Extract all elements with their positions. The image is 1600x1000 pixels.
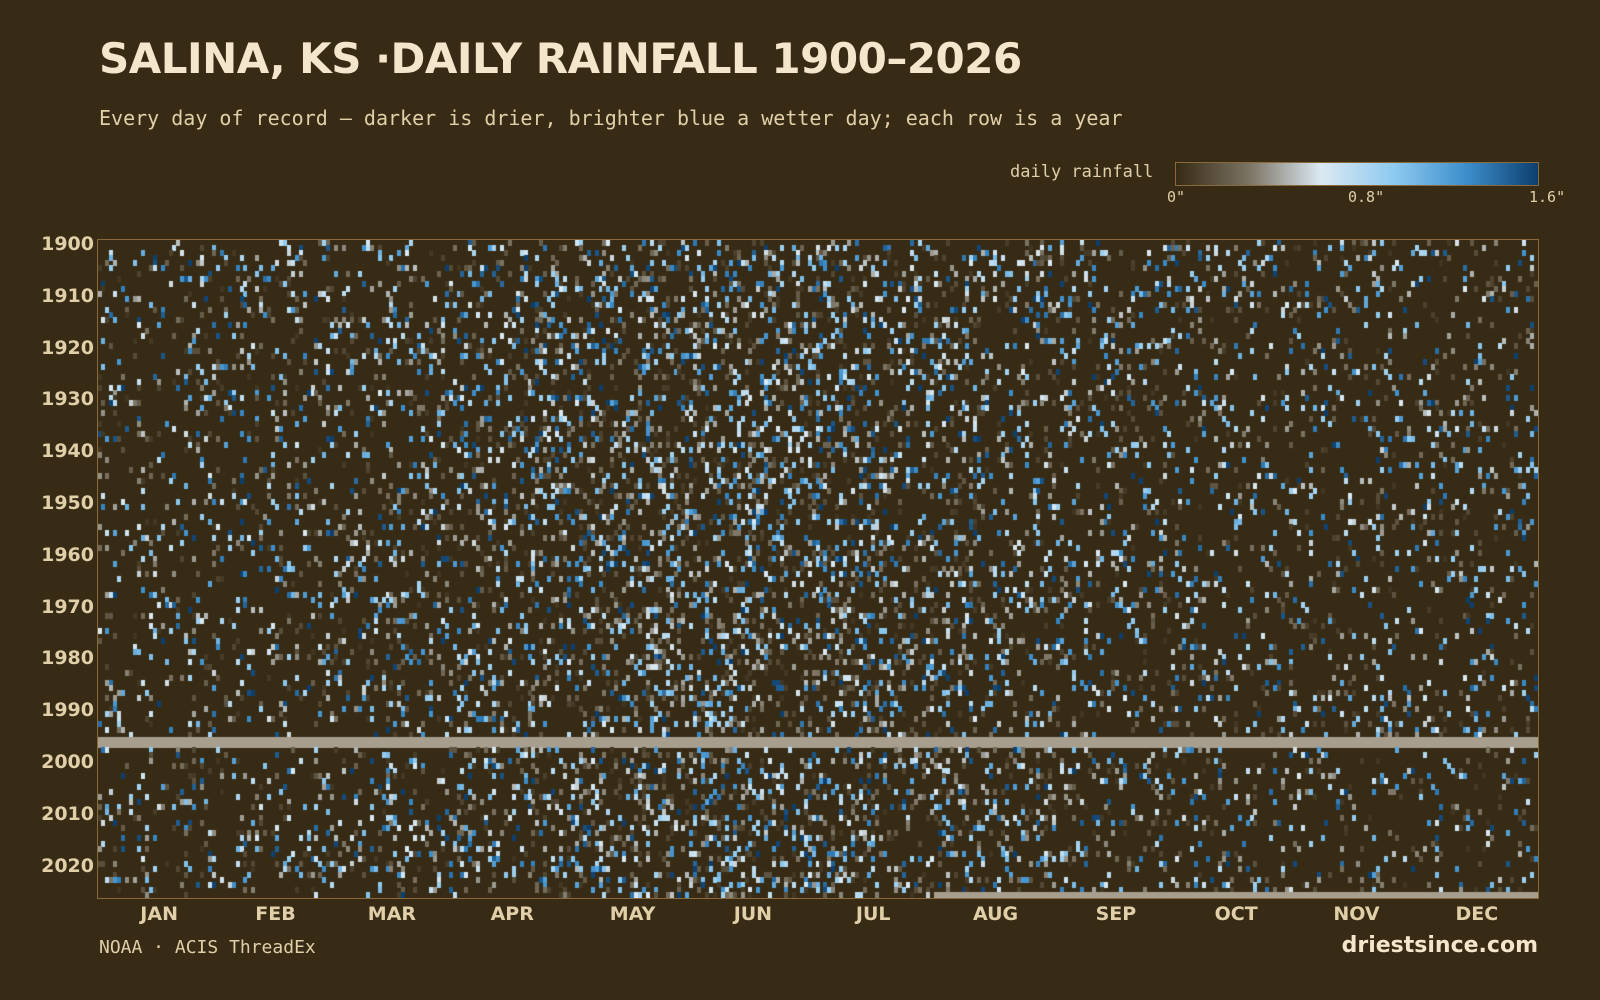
legend-tick-0: 0" xyxy=(1167,188,1186,206)
month-tick-apr: APR xyxy=(490,903,534,925)
month-tick-jun: JUN xyxy=(733,903,773,925)
month-tick-dec: DEC xyxy=(1455,903,1499,925)
data-source: NOAA · ACIS ThreadEx xyxy=(99,937,316,958)
month-tick-aug: AUG xyxy=(972,903,1019,925)
year-tick-2000: 2000 xyxy=(41,751,94,774)
month-tick-sep: SEP xyxy=(1095,903,1137,925)
year-tick-1910: 1910 xyxy=(41,284,94,307)
month-tick-jan: JAN xyxy=(140,903,178,925)
year-tick-1920: 1920 xyxy=(41,336,94,359)
year-tick-1930: 1930 xyxy=(41,388,94,411)
month-tick-mar: MAR xyxy=(367,903,417,925)
year-tick-1970: 1970 xyxy=(41,595,94,618)
month-tick-may: MAY xyxy=(609,903,656,925)
legend-color-bar xyxy=(1175,162,1539,186)
legend-tick-0-8: 0.8" xyxy=(1348,188,1385,206)
month-tick-jul: JUL xyxy=(855,903,891,925)
year-tick-1980: 1980 xyxy=(41,647,94,670)
month-tick-oct: OCT xyxy=(1214,903,1258,925)
year-tick-2010: 2010 xyxy=(41,802,94,825)
rainfall-heatmap xyxy=(97,239,1539,899)
year-tick-1990: 1990 xyxy=(41,699,94,722)
year-tick-1950: 1950 xyxy=(41,492,94,515)
year-tick-1900: 1900 xyxy=(41,233,94,255)
month-tick-nov: NOV xyxy=(1333,903,1380,925)
year-tick-1940: 1940 xyxy=(41,440,94,463)
legend-label: daily rainfall xyxy=(1010,162,1154,182)
chart-subtitle: Every day of record — darker is drier, b… xyxy=(99,106,1123,130)
year-tick-1960: 1960 xyxy=(41,543,94,566)
year-tick-2020: 2020 xyxy=(41,854,94,877)
chart-title: SALINA, KS ·DAILY RAINFALL 1900–2026 xyxy=(99,34,1022,83)
legend-tick-1-6: 1.6" xyxy=(1529,188,1566,206)
brand-link[interactable]: driestsince.com xyxy=(1341,933,1538,958)
month-tick-feb: FEB xyxy=(255,903,296,925)
